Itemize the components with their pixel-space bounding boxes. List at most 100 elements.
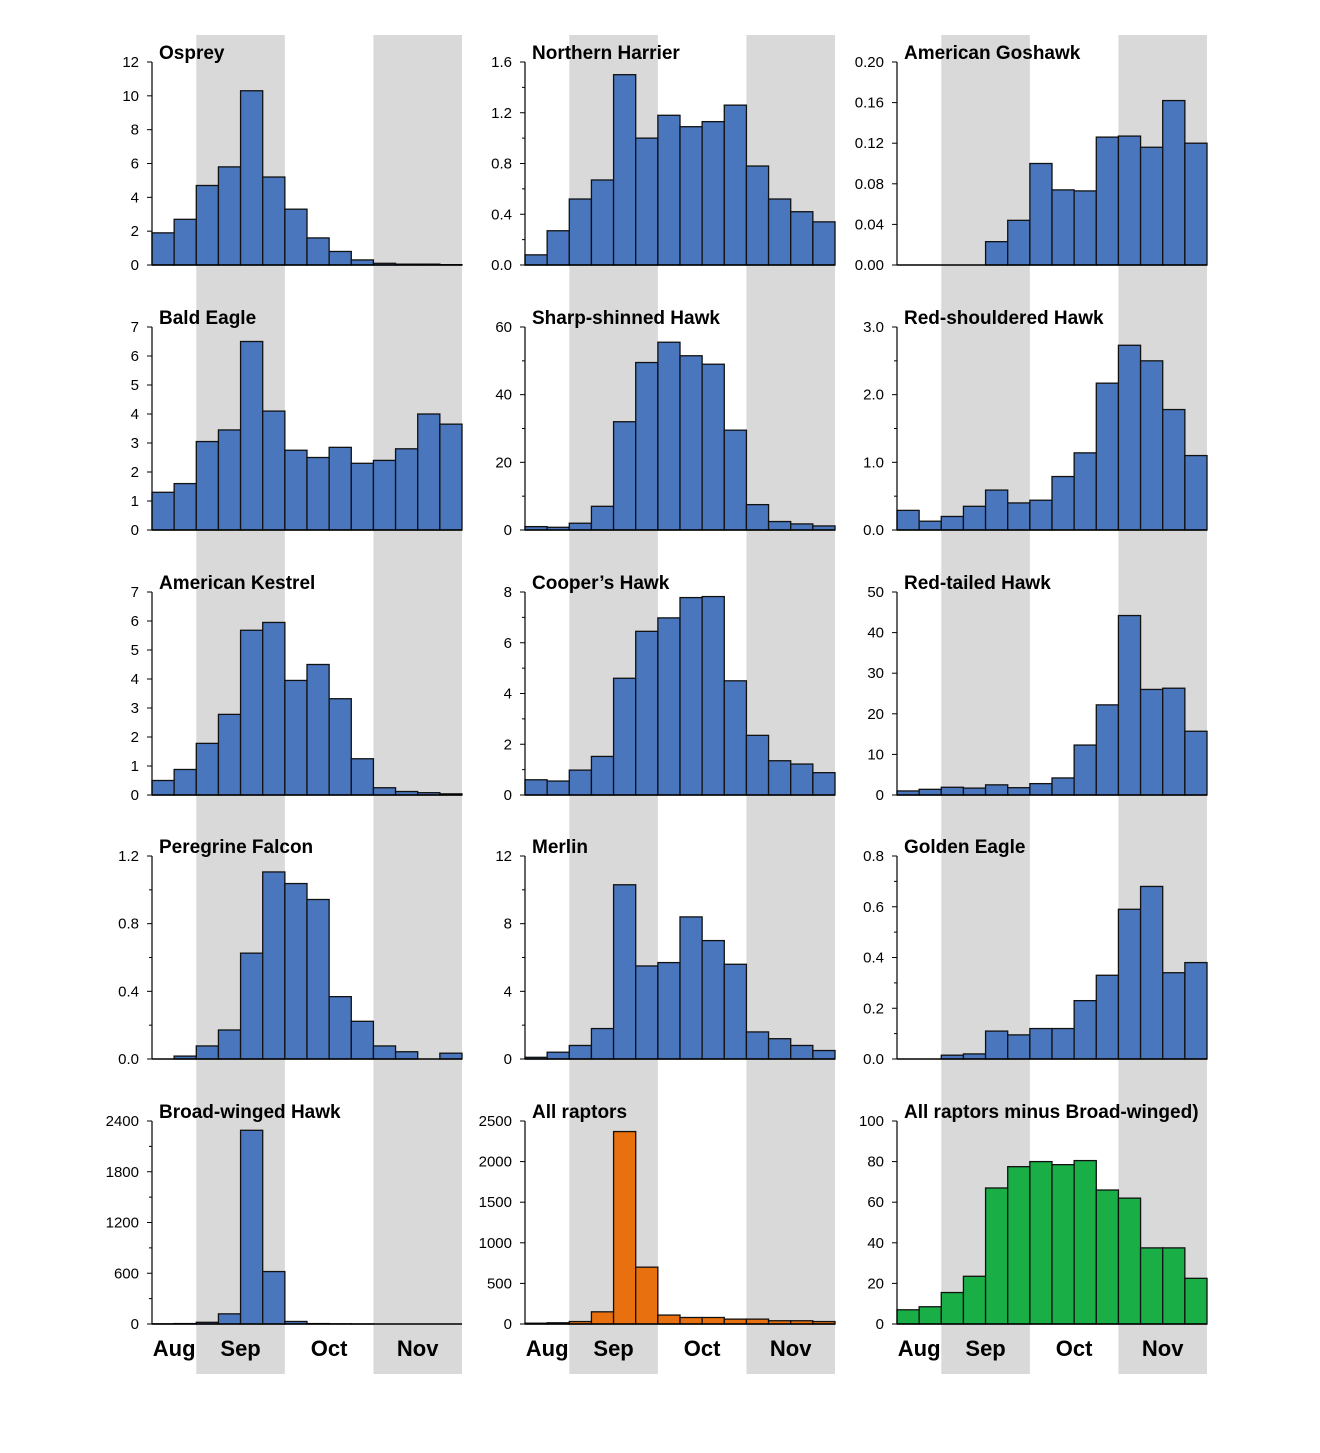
bar (679, 126, 703, 266)
y-tick-label: 0.08 (855, 176, 884, 193)
y-tick-label: 500 (487, 1275, 512, 1292)
bar (812, 772, 836, 796)
y-tick-label: 6 (131, 348, 139, 365)
y-tick-label: 1.2 (118, 848, 139, 865)
bar (657, 961, 681, 1060)
bar (962, 1053, 987, 1060)
bar (790, 1044, 814, 1060)
month-label-oct: Oct (311, 1336, 348, 1361)
y-tick-label: 40 (495, 387, 512, 404)
month-label-sep: Sep (220, 1336, 260, 1361)
bar (612, 74, 637, 266)
bar (679, 916, 703, 1060)
bar (1051, 1027, 1075, 1060)
bar (635, 630, 659, 796)
bar (896, 509, 920, 531)
bar (328, 698, 352, 796)
bar (1095, 382, 1120, 531)
chart-title: Merlin (532, 837, 588, 858)
y-tick-label: 6 (504, 635, 512, 652)
chart-title: All raptors minus Broad-winged) (904, 1102, 1199, 1123)
bar (701, 120, 725, 266)
y-tick-label: 8 (504, 584, 512, 601)
y-tick-label: 0.8 (863, 848, 884, 865)
y-tick-label: 8 (131, 122, 139, 139)
bar (612, 677, 637, 796)
bar (1007, 219, 1031, 266)
chart-title: Northern Harrier (532, 43, 680, 64)
y-tick-label: 0.4 (491, 206, 512, 223)
bar (723, 429, 748, 531)
y-tick-label: 7 (131, 319, 139, 336)
bar (1007, 502, 1031, 531)
bar (1139, 360, 1164, 531)
y-tick-label: 0.2 (863, 1000, 884, 1017)
y-tick-label: 30 (867, 665, 884, 682)
bar (767, 198, 792, 266)
bar (984, 489, 1009, 531)
bar (590, 1027, 615, 1060)
y-tick-label: 0 (876, 787, 884, 804)
y-tick-label: 0 (131, 787, 139, 804)
bar (1051, 189, 1075, 266)
y-tick-label: 3 (131, 700, 139, 717)
bar (812, 1049, 836, 1060)
bar (328, 446, 352, 531)
bar (612, 421, 637, 531)
y-tick-label: 1 (131, 493, 139, 510)
y-tick-label: 0.16 (855, 95, 884, 112)
bar (217, 1029, 242, 1060)
panel-peregrine-falcon: 0.0 0.4 0.8 1.2 Peregrine Falcon (118, 837, 463, 1068)
bar (284, 882, 308, 1060)
bar (1117, 614, 1142, 796)
bar (439, 423, 463, 531)
bar (372, 1045, 397, 1060)
bar (1095, 136, 1120, 266)
y-tick-label: 0 (504, 522, 512, 539)
bar (217, 713, 242, 796)
bar (239, 90, 264, 266)
bar (635, 361, 659, 531)
bar (745, 734, 770, 796)
y-tick-label: 600 (114, 1265, 139, 1282)
y-tick-label: 1800 (106, 1164, 139, 1181)
bar (657, 341, 681, 531)
y-tick-label: 2 (131, 223, 139, 240)
month-label-nov: Nov (1142, 1336, 1184, 1361)
bar (546, 230, 570, 266)
y-tick-label: 4 (504, 983, 512, 1000)
chart-title: Peregrine Falcon (159, 837, 313, 858)
bar (1162, 408, 1186, 531)
bar (546, 780, 570, 796)
bar (723, 104, 748, 266)
panel-american-kestrel: 0 1 2 3 4 5 6 7 American Kestrel (131, 573, 463, 804)
y-tick-label: 7 (131, 584, 139, 601)
bar (350, 462, 375, 531)
y-tick-label: 20 (495, 454, 512, 471)
bar (790, 763, 814, 796)
bar (239, 1129, 264, 1325)
y-tick-label: 1.6 (491, 54, 512, 71)
panel-red-tailed-hawk: 0 10 20 30 40 50 Red-tailed Hawk (867, 573, 1208, 804)
bar (1095, 704, 1120, 796)
y-tick-label: 0.0 (863, 1051, 884, 1068)
bar (284, 679, 308, 796)
month-label-sep: Sep (593, 1336, 633, 1361)
chart-title: Cooper’s Hawk (532, 573, 670, 594)
bar (306, 898, 330, 1060)
bar (239, 340, 264, 531)
bar (217, 1313, 242, 1325)
y-tick-label: 2400 (106, 1113, 139, 1130)
bar (524, 779, 548, 796)
bar (173, 482, 197, 531)
bar (940, 515, 965, 531)
y-tick-label: 80 (867, 1154, 884, 1171)
panel-northern-harrier: 0.0 0.4 0.8 1.2 1.6 Northern Harrier (491, 43, 836, 274)
bar (1162, 972, 1186, 1060)
bar (217, 429, 242, 531)
y-tick-label: 0 (131, 522, 139, 539)
bar (657, 617, 681, 796)
panel-all-raptors-minus-broad-winged: 0 20 40 60 80 100 All raptors minus Broad-wing… (859, 1102, 1208, 1361)
y-tick-label: 0.0 (491, 257, 512, 274)
bar (1184, 730, 1208, 796)
